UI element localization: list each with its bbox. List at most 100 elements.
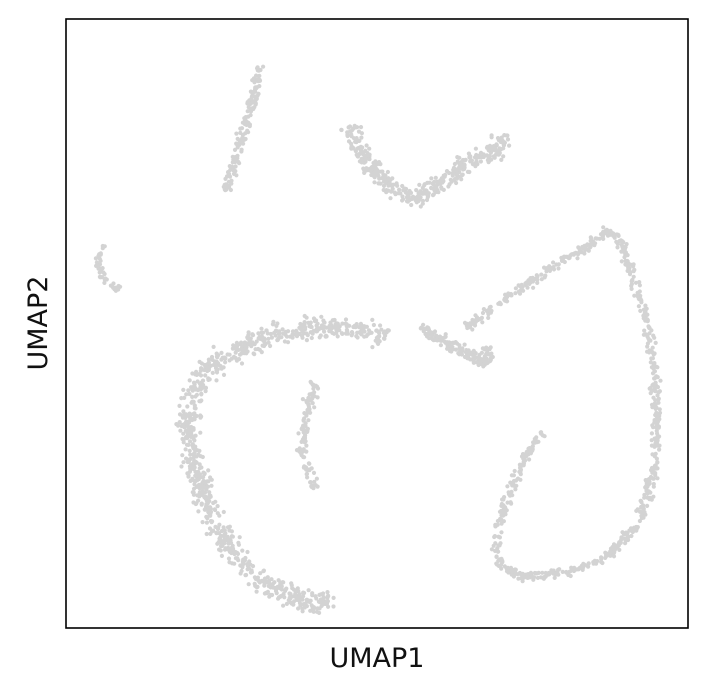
scatter-point xyxy=(308,379,313,384)
scatter-point xyxy=(581,565,586,570)
scatter-point xyxy=(276,331,282,336)
scatter-point xyxy=(299,427,304,432)
scatter-point xyxy=(443,172,448,177)
scatter-point xyxy=(462,342,467,347)
scatter-point xyxy=(505,500,510,505)
scatter-point xyxy=(254,96,259,101)
scatter-point xyxy=(214,368,219,373)
scatter-point xyxy=(489,547,494,552)
scatter-point xyxy=(576,245,581,250)
scatter-point xyxy=(520,575,525,580)
scatter-point xyxy=(637,509,643,514)
scatter-point xyxy=(632,293,637,298)
scatter-point xyxy=(495,522,500,527)
scatter-point xyxy=(629,527,634,532)
scatter-point xyxy=(190,417,195,423)
scatter-point xyxy=(271,319,276,324)
scatter-point xyxy=(197,399,202,404)
scatter-point xyxy=(439,185,444,190)
scatter-point xyxy=(297,601,303,606)
scatter-point xyxy=(498,516,503,521)
scatter-point xyxy=(506,569,511,574)
scatter-point xyxy=(355,330,360,335)
scatter-point xyxy=(611,554,617,559)
scatter-point xyxy=(304,597,309,602)
scatter-point xyxy=(231,167,236,172)
scatter-point xyxy=(648,360,653,365)
scatter-point xyxy=(416,198,421,204)
scatter-point xyxy=(256,578,261,583)
scatter-point xyxy=(263,579,268,584)
scatter-point xyxy=(612,232,618,237)
scatter-point xyxy=(208,531,213,537)
scatter-point xyxy=(239,340,244,345)
scatter-point xyxy=(280,327,285,332)
scatter-point xyxy=(651,470,656,475)
scatter-point xyxy=(536,570,541,576)
scatter-point xyxy=(652,404,657,409)
scatter-point xyxy=(279,587,284,592)
scatter-point xyxy=(513,487,518,492)
scatter-point xyxy=(498,541,503,546)
scatter-point xyxy=(655,416,661,421)
scatter-point xyxy=(506,492,512,497)
scatter-point xyxy=(266,336,271,341)
scatter-point xyxy=(524,449,529,454)
scatter-point xyxy=(190,443,195,448)
scatter-point xyxy=(649,465,655,471)
scatter-point xyxy=(560,569,565,575)
scatter-point xyxy=(455,159,460,164)
scatter-point xyxy=(637,283,643,288)
scatter-point xyxy=(184,392,189,397)
scatter-point xyxy=(492,155,497,160)
scatter-point xyxy=(390,176,395,181)
scatter-point xyxy=(503,298,508,303)
scatter-point xyxy=(535,575,541,581)
scatter-point xyxy=(191,427,196,432)
scatter-point xyxy=(302,455,307,460)
scatter-point xyxy=(387,181,392,186)
scatter-point xyxy=(505,137,511,142)
scatter-point xyxy=(552,575,557,581)
scatter-point xyxy=(653,451,658,456)
scatter-point xyxy=(241,561,246,567)
scatter-point xyxy=(400,198,405,203)
scatter-point xyxy=(362,168,367,173)
scatter-point xyxy=(593,241,598,246)
scatter-point xyxy=(322,324,327,330)
scatter-point xyxy=(371,322,376,328)
scatter-point xyxy=(245,349,250,354)
scatter-point xyxy=(245,128,250,133)
scatter-point xyxy=(292,599,297,604)
scatter-point xyxy=(335,327,340,332)
scatter-point xyxy=(261,338,266,343)
scatter-point xyxy=(467,325,472,330)
scatter-point xyxy=(600,235,605,240)
scatter-point xyxy=(249,97,254,103)
scatter-point xyxy=(499,157,504,162)
scatter-point xyxy=(193,372,198,377)
scatter-point xyxy=(325,599,330,604)
scatter-point xyxy=(652,384,658,389)
scatter-point xyxy=(476,155,481,160)
scatter-point xyxy=(185,404,190,409)
scatter-point xyxy=(450,344,455,350)
scatter-point xyxy=(446,184,451,189)
scatter-point xyxy=(494,152,499,157)
scatter-point xyxy=(312,390,317,395)
scatter-point xyxy=(459,173,464,178)
scatter-point xyxy=(525,575,530,581)
scatter-point xyxy=(229,181,234,186)
scatter-point xyxy=(388,196,393,201)
scatter-point xyxy=(188,452,193,457)
scatter-point xyxy=(330,330,335,335)
scatter-point xyxy=(473,313,478,318)
scatter-point xyxy=(502,564,507,569)
scatter-point xyxy=(288,596,293,601)
scatter-point xyxy=(297,446,302,451)
scatter-point xyxy=(313,318,318,323)
scatter-point xyxy=(326,604,331,609)
scatter-point xyxy=(454,180,459,186)
scatter-point xyxy=(528,280,533,285)
scatter-point xyxy=(259,578,265,584)
